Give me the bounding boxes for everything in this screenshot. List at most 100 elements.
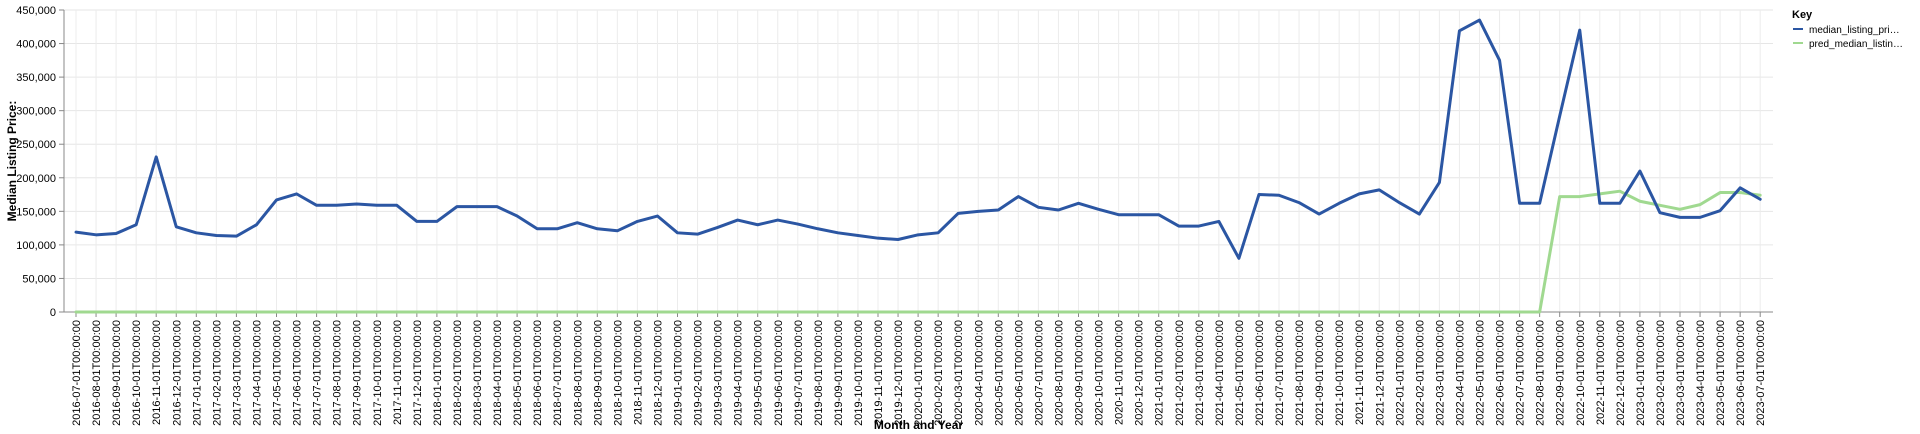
legend-title: Key: [1792, 9, 1813, 21]
y-tick-label: 50,000: [22, 273, 56, 285]
x-tick-label: 2021-07-01T00:00:00: [1274, 320, 1286, 426]
x-tick-label: 2016-10-01T00:00:00: [131, 320, 143, 426]
x-tick-label: 2022-02-01T00:00:00: [1414, 320, 1426, 426]
x-tick-label: 2022-07-01T00:00:00: [1515, 320, 1527, 426]
x-tick-label: 2018-03-01T00:00:00: [472, 320, 484, 426]
x-tick-label: 2019-01-01T00:00:00: [673, 320, 685, 426]
x-tick-label: 2023-01-01T00:00:00: [1635, 320, 1647, 426]
y-tick-label: 250,000: [16, 139, 56, 151]
x-tick-label: 2018-10-01T00:00:00: [612, 320, 624, 426]
x-tick-label: 2022-12-01T00:00:00: [1615, 320, 1627, 426]
y-tick-label: 0: [50, 307, 56, 319]
x-tick-label: 2019-06-01T00:00:00: [773, 320, 785, 426]
x-tick-label: 2020-04-01T00:00:00: [973, 320, 985, 426]
y-axis-title: Median Listing Price:: [5, 101, 19, 222]
x-tick-label: 2020-01-01T00:00:00: [913, 320, 925, 426]
x-tick-label: 2021-09-01T00:00:00: [1314, 320, 1326, 426]
x-tick-label: 2019-05-01T00:00:00: [753, 320, 765, 426]
x-tick-label: 2017-06-01T00:00:00: [292, 320, 304, 426]
x-tick-label: 2023-03-01T00:00:00: [1675, 320, 1687, 426]
y-tick-label: 400,000: [16, 39, 56, 51]
x-tick-label: 2018-05-01T00:00:00: [512, 320, 524, 426]
y-axis-ticks: 0 50,000 100,000 150,000 200,000 250,000 300,0…: [16, 5, 64, 319]
x-tick-label: 2021-11-01T00:00:00: [1354, 320, 1366, 425]
x-tick-label: 2023-04-01T00:00:00: [1695, 320, 1707, 426]
legend: Key median_listing_pri… pred_median_listi…: [1792, 9, 1903, 50]
x-tick-label: 2021-08-01T00:00:00: [1294, 320, 1306, 426]
x-tick-label: 2017-10-01T00:00:00: [372, 320, 384, 426]
x-tick-label: 2018-09-01T00:00:00: [592, 320, 604, 426]
x-axis-ticks: 2016-07-01T00:00:00 2016-08-01T00:00:00 20…: [71, 312, 1767, 426]
x-tick-label: 2017-09-01T00:00:00: [352, 320, 364, 426]
series-line-0: [74, 18, 1762, 260]
x-tick-label: 2023-05-01T00:00:00: [1715, 320, 1727, 426]
x-tick-label: 2017-12-01T00:00:00: [412, 320, 424, 426]
x-tick-label: 2020-03-01T00:00:00: [953, 320, 965, 426]
x-tick-label: 2020-09-01T00:00:00: [1074, 320, 1086, 426]
y-tick-label: 200,000: [16, 173, 56, 185]
x-tick-label: 2021-05-01T00:00:00: [1234, 320, 1246, 426]
x-tick-label: 2016-09-01T00:00:00: [111, 320, 123, 426]
x-tick-label: 2020-02-01T00:00:00: [933, 320, 945, 426]
x-tick-label: 2022-03-01T00:00:00: [1434, 320, 1446, 426]
x-tick-label: 2022-10-01T00:00:00: [1575, 320, 1587, 426]
x-tick-label: 2023-06-01T00:00:00: [1735, 320, 1747, 426]
x-tick-label: 2017-02-01T00:00:00: [211, 320, 223, 426]
x-tick-label: 2022-11-01T00:00:00: [1595, 320, 1607, 425]
x-tick-label: 2021-12-01T00:00:00: [1374, 320, 1386, 426]
y-tick-label: 150,000: [16, 206, 56, 218]
x-tick-label: 2023-02-01T00:00:00: [1655, 320, 1667, 426]
x-tick-label: 2020-05-01T00:00:00: [993, 320, 1005, 426]
gridlines: [64, 9, 1773, 313]
x-tick-label: 2022-05-01T00:00:00: [1475, 320, 1487, 426]
x-tick-label: 2017-04-01T00:00:00: [251, 320, 263, 426]
x-tick-label: 2016-07-01T00:00:00: [71, 320, 83, 426]
x-tick-label: 2018-01-01T00:00:00: [432, 320, 444, 426]
x-tick-label: 2019-09-01T00:00:00: [833, 320, 845, 426]
x-tick-label: 2017-05-01T00:00:00: [272, 320, 284, 426]
x-tick-label: 2019-11-01T00:00:00: [873, 320, 885, 425]
x-tick-label: 2018-08-01T00:00:00: [572, 320, 584, 426]
series-line-1: [74, 189, 1762, 314]
legend-label: pred_median_listin…: [1809, 39, 1903, 50]
x-tick-label: 2020-11-01T00:00:00: [1114, 320, 1126, 425]
x-tick-label: 2019-03-01T00:00:00: [713, 320, 725, 426]
x-tick-label: 2021-02-01T00:00:00: [1174, 320, 1186, 426]
x-tick-label: 2021-10-01T00:00:00: [1334, 320, 1346, 426]
x-tick-label: 2018-11-01T00:00:00: [632, 320, 644, 425]
x-tick-label: 2018-12-01T00:00:00: [652, 320, 664, 426]
x-axis-title: Month and Year: [874, 418, 963, 432]
y-tick-label: 450,000: [16, 5, 56, 17]
x-tick-label: 2022-06-01T00:00:00: [1495, 320, 1507, 426]
x-tick-label: 2019-08-01T00:00:00: [813, 320, 825, 426]
x-tick-label: 2020-07-01T00:00:00: [1033, 320, 1045, 426]
x-tick-label: 2023-07-01T00:00:00: [1755, 320, 1767, 426]
x-tick-label: 2022-08-01T00:00:00: [1535, 320, 1547, 426]
x-tick-label: 2019-07-01T00:00:00: [793, 320, 805, 426]
x-tick-label: 2022-01-01T00:00:00: [1394, 320, 1406, 426]
x-tick-label: 2020-06-01T00:00:00: [1013, 320, 1025, 426]
x-tick-label: 2021-06-01T00:00:00: [1254, 320, 1266, 426]
x-tick-label: 2017-07-01T00:00:00: [312, 320, 324, 426]
y-tick-label: 350,000: [16, 72, 56, 84]
x-tick-label: 2020-12-01T00:00:00: [1134, 320, 1146, 426]
x-tick-label: 2019-12-01T00:00:00: [893, 320, 905, 426]
y-tick-label: 300,000: [16, 106, 56, 118]
legend-items: median_listing_pri… pred_median_listin…: [1793, 25, 1903, 50]
x-tick-label: 2016-11-01T00:00:00: [151, 320, 163, 425]
x-tick-label: 2019-10-01T00:00:00: [853, 320, 865, 426]
series-lines: [74, 18, 1762, 314]
x-tick-label: 2022-04-01T00:00:00: [1454, 320, 1466, 426]
x-tick-label: 2018-02-01T00:00:00: [452, 320, 464, 426]
x-tick-label: 2016-12-01T00:00:00: [171, 320, 183, 426]
x-tick-label: 2020-10-01T00:00:00: [1094, 320, 1106, 426]
legend-label: median_listing_pri…: [1809, 25, 1900, 36]
x-tick-label: 2021-04-01T00:00:00: [1214, 320, 1226, 426]
x-tick-label: 2019-04-01T00:00:00: [733, 320, 745, 426]
x-tick-label: 2017-11-01T00:00:00: [392, 320, 404, 425]
y-tick-label: 100,000: [16, 240, 56, 252]
x-tick-label: 2018-07-01T00:00:00: [552, 320, 564, 426]
x-tick-label: 2021-01-01T00:00:00: [1154, 320, 1166, 426]
